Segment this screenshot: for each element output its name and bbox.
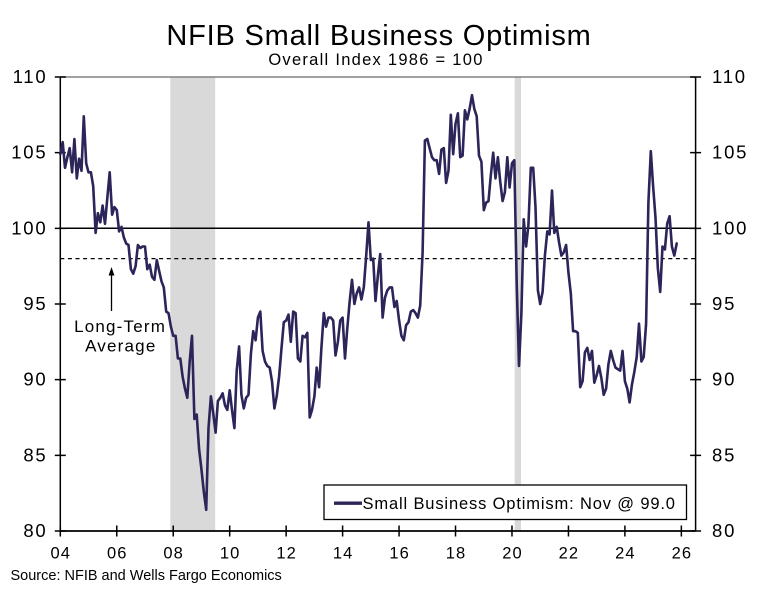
svg-text:Overall Index 1986 = 100: Overall Index 1986 = 100 [268,51,483,69]
svg-text:Long-Term: Long-Term [74,317,166,336]
svg-text:Source: NFIB and Wells Fargo E: Source: NFIB and Wells Fargo Economics [11,568,282,584]
svg-text:16: 16 [389,545,410,563]
svg-text:24: 24 [615,545,636,563]
svg-text:105: 105 [11,142,47,163]
svg-text:NFIB Small Business Optimism: NFIB Small Business Optimism [166,20,591,52]
svg-text:18: 18 [446,545,467,563]
svg-text:100: 100 [712,217,748,238]
svg-text:110: 110 [13,66,48,87]
svg-text:95: 95 [23,293,47,314]
svg-text:105: 105 [712,142,748,163]
svg-text:08: 08 [163,545,184,563]
svg-text:14: 14 [333,545,354,563]
svg-text:06: 06 [107,545,128,563]
svg-text:85: 85 [712,444,736,465]
svg-text:100: 100 [11,217,47,238]
svg-text:12: 12 [276,545,297,563]
svg-text:85: 85 [23,444,47,465]
svg-text:Average: Average [85,337,156,356]
svg-text:90: 90 [712,369,736,390]
svg-text:04: 04 [51,545,72,563]
svg-text:110: 110 [712,66,747,87]
svg-text:Small Business Optimism: Nov @: Small Business Optimism: Nov @ 99.0 [363,495,676,513]
svg-text:26: 26 [672,545,693,563]
svg-text:80: 80 [712,520,736,541]
svg-text:95: 95 [712,293,736,314]
svg-text:10: 10 [220,545,241,563]
svg-text:90: 90 [23,369,47,390]
svg-text:80: 80 [23,520,47,541]
svg-text:22: 22 [559,545,580,563]
svg-text:20: 20 [502,545,523,563]
